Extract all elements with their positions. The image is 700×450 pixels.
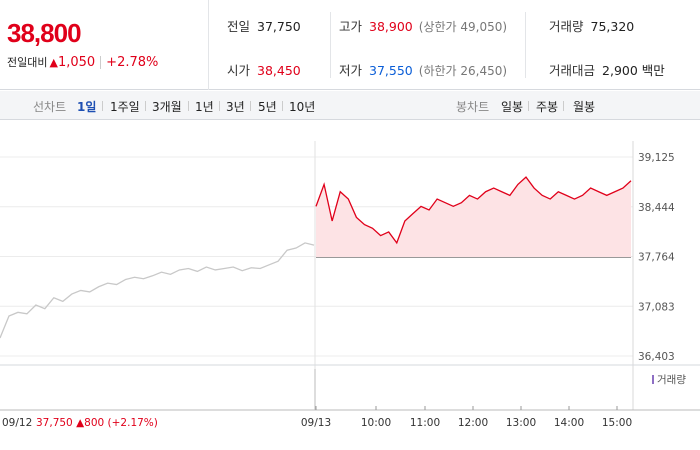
change-label: 전일대비 [7, 56, 48, 69]
stat-high: 고가 38,900 (상한가 49,050) [339, 16, 507, 35]
volume-legend-swatch [652, 375, 654, 384]
stat-trade-amount: 거래대금 2,900 백만 [549, 60, 665, 79]
divider [188, 101, 189, 111]
price-area [316, 177, 631, 259]
change-row: 전일대비 ▲1,050 +2.78% [7, 54, 158, 70]
stat-value: 38,450 [257, 63, 301, 78]
gain-area [316, 177, 631, 258]
stat-key: 시가 [227, 63, 251, 78]
x-tick-label: 12:00 [458, 417, 488, 429]
divider [102, 101, 103, 111]
divider [145, 101, 146, 111]
x-tick-label: 09/13 [301, 417, 331, 429]
stat-key: 거래량 [549, 19, 584, 34]
stat-low: 저가 37,550 (하한가 26,450) [339, 60, 507, 79]
divider [525, 12, 526, 78]
stat-prev-close: 전일 37,750 [227, 16, 301, 35]
period-3y[interactable]: 3년 [226, 100, 245, 114]
period-1y[interactable]: 1년 [195, 100, 214, 114]
quote-summary: 38,800 전일대비 ▲1,050 +2.78% 전일 37,750 고가 38,90… [0, 0, 700, 90]
current-price: 38,800 [7, 18, 82, 48]
y-tick-label: 39,125 [638, 152, 675, 164]
current-price-panel: 38,800 전일대비 ▲1,050 +2.78% [0, 0, 209, 90]
x-axis: 09/12 37,750 ▲800 (+2.17%) 09/13 10:00 11:00… [0, 406, 700, 429]
stat-value: 2,900 백만 [602, 63, 665, 78]
stat-value: 37,550 [369, 63, 413, 78]
divider [528, 101, 529, 111]
line-chart-label: 선차트 [33, 100, 67, 114]
up-arrow-icon: ▲ [49, 56, 58, 69]
stat-key: 거래대금 [549, 63, 596, 78]
x-tick-label: 11:00 [410, 417, 440, 429]
candle-daily[interactable]: 일봉 [501, 100, 524, 114]
chart-grid [0, 141, 634, 410]
period-1w[interactable]: 1주일 [110, 100, 140, 114]
lower-limit: (하한가 26,450) [418, 64, 508, 78]
stat-key: 고가 [339, 19, 363, 34]
intraday-chart: 39,125 38,444 37,764 37,083 36,403 거래량 09/12… [0, 121, 700, 450]
divider [563, 101, 564, 111]
price-chart: 39,125 38,444 37,764 37,083 36,403 거래량 09/12… [0, 141, 700, 429]
upper-limit: (상한가 49,050) [418, 20, 508, 34]
stat-key: 저가 [339, 63, 363, 78]
period-3m[interactable]: 3개월 [152, 100, 182, 114]
price-lines [0, 176, 632, 339]
x-tick-label: 15:00 [602, 417, 632, 429]
y-tick-label: 37,764 [638, 252, 675, 264]
y-tick-label: 37,083 [638, 301, 675, 313]
divider [100, 56, 102, 69]
candle-monthly[interactable]: 월봉 [573, 100, 596, 114]
x-tick-label: 13:00 [506, 417, 536, 429]
y-axis: 39,125 38,444 37,764 37,083 36,403 [638, 152, 675, 363]
volume-panel: 거래량 [0, 364, 700, 410]
prev-day-note: 37,750 ▲800 (+2.17%) [36, 417, 158, 429]
candle-chart-label: 봉차트 [456, 100, 490, 114]
divider [250, 101, 251, 111]
stat-value: 37,750 [257, 19, 301, 34]
change-value: 1,050 [57, 55, 96, 70]
period-selector: 선차트 1일 1주일 3개월 1년 3년 5년 10년 봉차트 일봉 주봉 월봉 [0, 91, 700, 120]
change-percent: +2.78% [106, 55, 159, 70]
today-line [315, 176, 632, 245]
y-tick-label: 36,403 [638, 351, 675, 363]
stat-value: 38,900 [369, 19, 413, 34]
divider [282, 101, 283, 111]
stat-value: 75,320 [590, 19, 635, 34]
period-10y[interactable]: 10년 [289, 100, 316, 114]
period-5y[interactable]: 5년 [258, 100, 277, 114]
prev-day-line [0, 242, 315, 339]
stat-volume: 거래량 75,320 [549, 16, 634, 35]
divider [330, 12, 331, 78]
stat-key: 전일 [227, 19, 251, 34]
y-tick-label: 38,444 [638, 202, 675, 214]
candle-weekly[interactable]: 주봉 [536, 100, 559, 114]
divider [219, 101, 220, 111]
x-tick-label: 10:00 [361, 417, 391, 429]
stat-open: 시가 38,450 [227, 60, 301, 79]
x-tick-label: 14:00 [554, 417, 584, 429]
prev-day-date: 09/12 [2, 417, 32, 429]
volume-label: 거래량 [657, 374, 686, 386]
period-1d[interactable]: 1일 [77, 100, 97, 114]
